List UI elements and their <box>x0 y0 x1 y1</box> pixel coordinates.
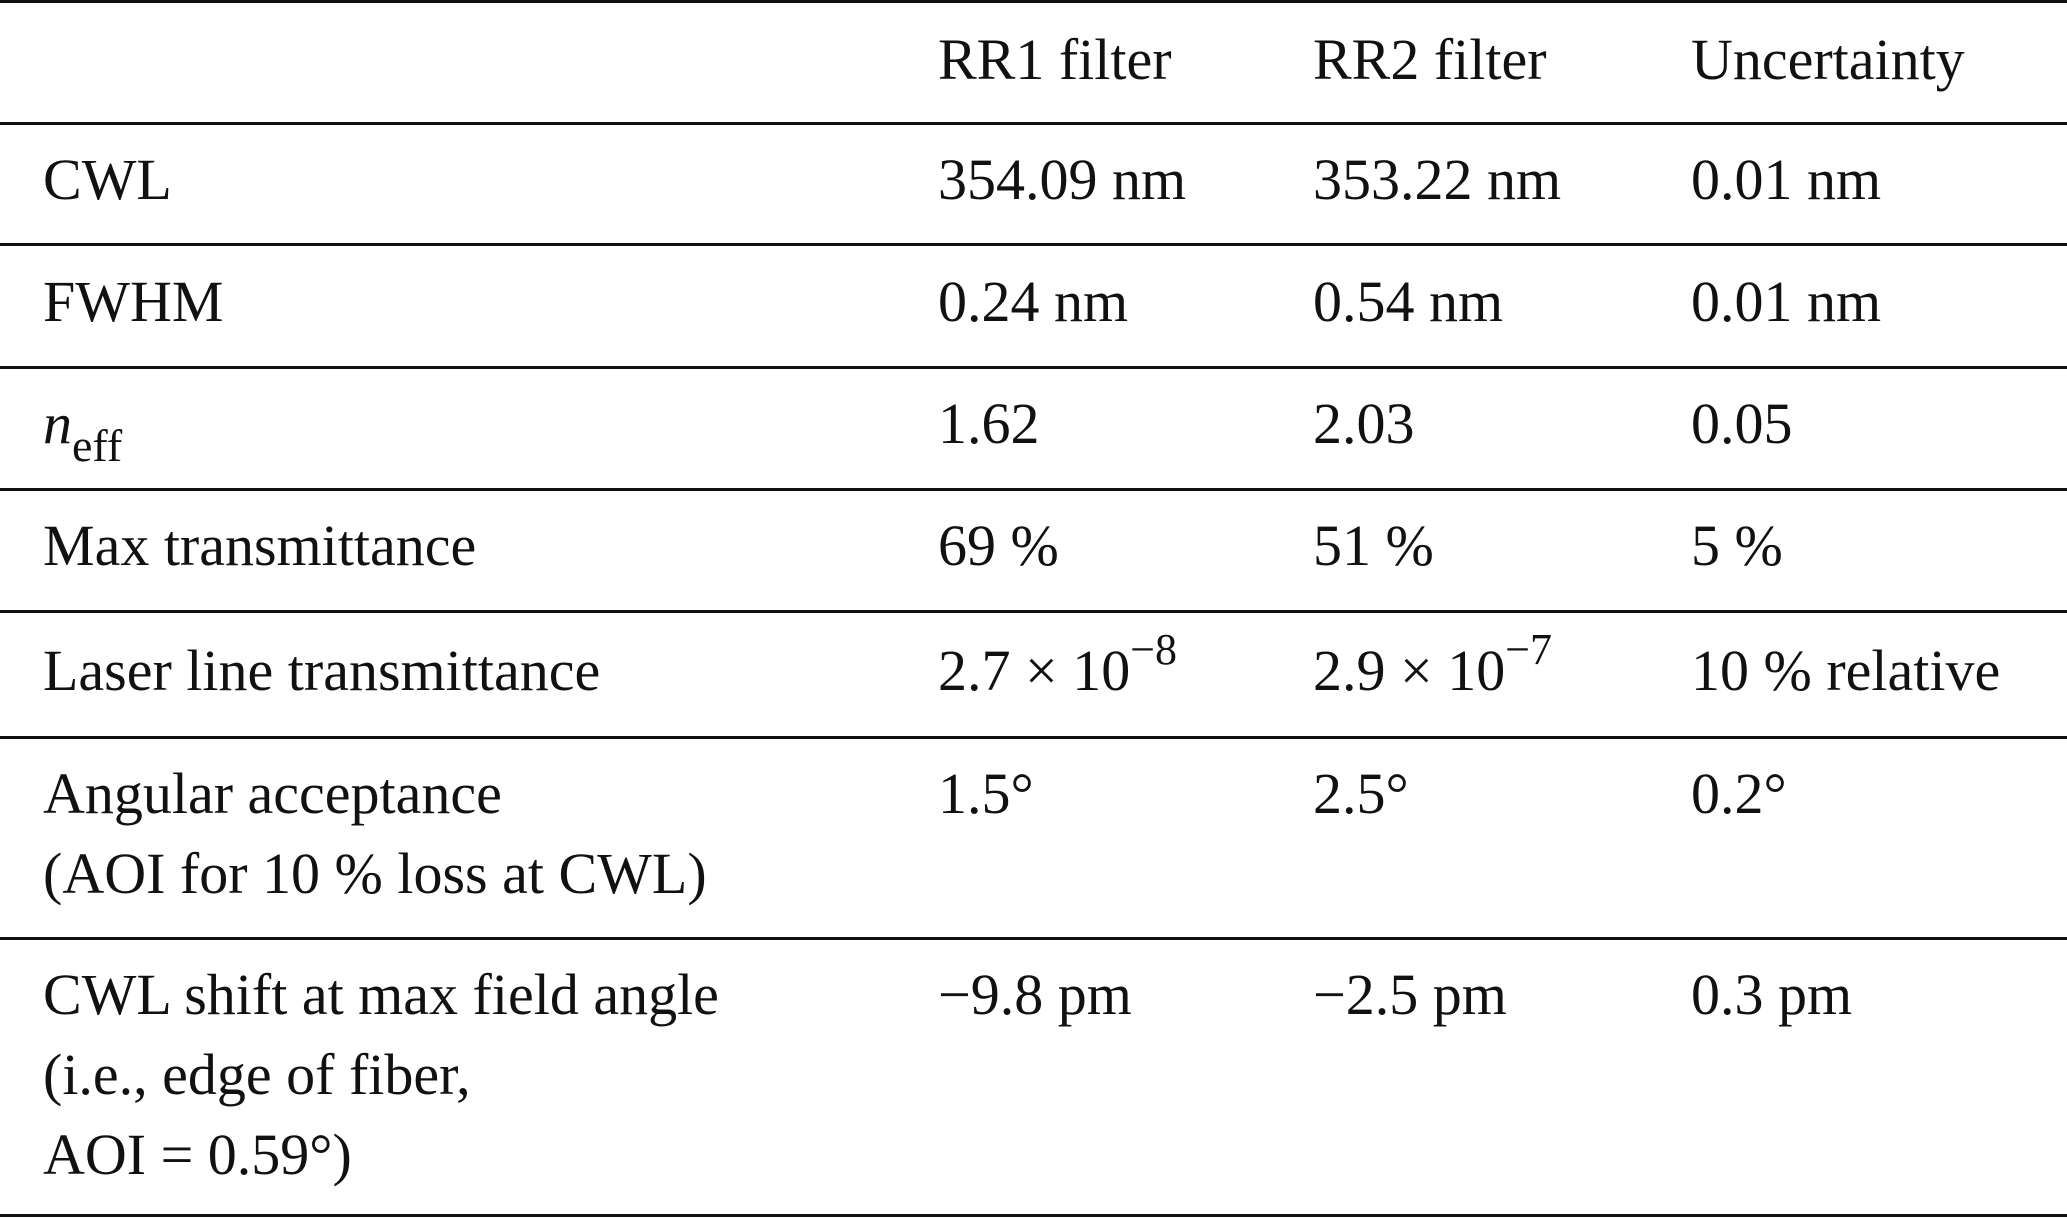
cell-rr1-n-eff: 1.62 <box>938 391 1040 456</box>
rr1-laser-exponent: −8 <box>1130 625 1178 674</box>
cell-rr1-cwl-shift: −9.8 pm <box>938 962 1132 1027</box>
row-rule <box>0 366 2067 369</box>
rr2-laser-exponent: −7 <box>1505 625 1553 674</box>
cell-uncertainty-n-eff: 0.05 <box>1691 391 1793 456</box>
angular-acceptance-line-2: (AOI for 10 % loss at CWL) <box>43 841 707 906</box>
cwl-shift-line-3: AOI = 0.59°) <box>43 1122 352 1187</box>
cell-rr2-angular-acceptance: 2.5° <box>1313 761 1409 826</box>
cell-rr2-cwl-shift: −2.5 pm <box>1313 962 1507 1027</box>
cell-uncertainty-max-transmittance: 5 % <box>1691 513 1783 578</box>
cell-uncertainty-fwhm: 0.01 nm <box>1691 269 1882 334</box>
row-label-laser-line-transmittance: Laser line transmittance <box>43 638 601 703</box>
cell-uncertainty-cwl-shift: 0.3 pm <box>1691 962 1853 1027</box>
row-rule <box>0 937 2067 940</box>
row-rule <box>0 736 2067 739</box>
cell-rr1-fwhm: 0.24 nm <box>938 269 1129 334</box>
column-header-rr2: RR2 filter <box>1313 27 1547 92</box>
rr1-laser-base: 2.7 × 10 <box>938 638 1131 703</box>
angular-acceptance-line-1: Angular acceptance <box>43 761 502 826</box>
column-header-uncertainty: Uncertainty <box>1691 27 1965 92</box>
cell-rr1-cwl: 354.09 nm <box>938 147 1187 212</box>
cwl-shift-line-1: CWL shift at max field angle <box>43 962 719 1027</box>
cell-uncertainty-cwl: 0.01 nm <box>1691 147 1882 212</box>
cell-rr2-n-eff: 2.03 <box>1313 391 1415 456</box>
cwl-shift-line-2: (i.e., edge of fiber, <box>43 1042 471 1107</box>
cell-rr2-cwl: 353.22 nm <box>1313 147 1562 212</box>
row-label-cwl-shift: CWL shift at max field angle (i.e., edge… <box>43 955 719 1195</box>
row-label-cwl: CWL <box>43 147 172 212</box>
cell-rr1-max-transmittance: 69 % <box>938 513 1059 578</box>
header-rule <box>0 122 2067 125</box>
cell-uncertainty-angular-acceptance: 0.2° <box>1691 761 1787 826</box>
column-header-rr1: RR1 filter <box>938 27 1172 92</box>
n-eff-subscript: eff <box>72 420 123 471</box>
cell-uncertainty-laser-line-transmittance: 10 % relative <box>1691 638 2001 703</box>
n-eff-symbol: n <box>43 391 72 456</box>
cell-rr2-laser-line-transmittance: 2.9 × 10−7 <box>1313 625 1552 716</box>
cell-rr1-laser-line-transmittance: 2.7 × 10−8 <box>938 625 1177 716</box>
table-bottom-rule <box>0 1214 2067 1217</box>
row-label-angular-acceptance: Angular acceptance (AOI for 10 % loss at… <box>43 754 707 914</box>
row-label-fwhm: FWHM <box>43 269 224 334</box>
cell-rr2-fwhm: 0.54 nm <box>1313 269 1504 334</box>
rr2-laser-base: 2.9 × 10 <box>1313 638 1506 703</box>
row-label-n-eff: neff <box>43 384 123 471</box>
row-rule <box>0 610 2067 613</box>
cell-rr2-max-transmittance: 51 % <box>1313 513 1434 578</box>
row-rule <box>0 243 2067 246</box>
cell-rr1-angular-acceptance: 1.5° <box>938 761 1034 826</box>
table-top-rule <box>0 0 2067 3</box>
row-rule <box>0 488 2067 491</box>
row-label-max-transmittance: Max transmittance <box>43 513 477 578</box>
